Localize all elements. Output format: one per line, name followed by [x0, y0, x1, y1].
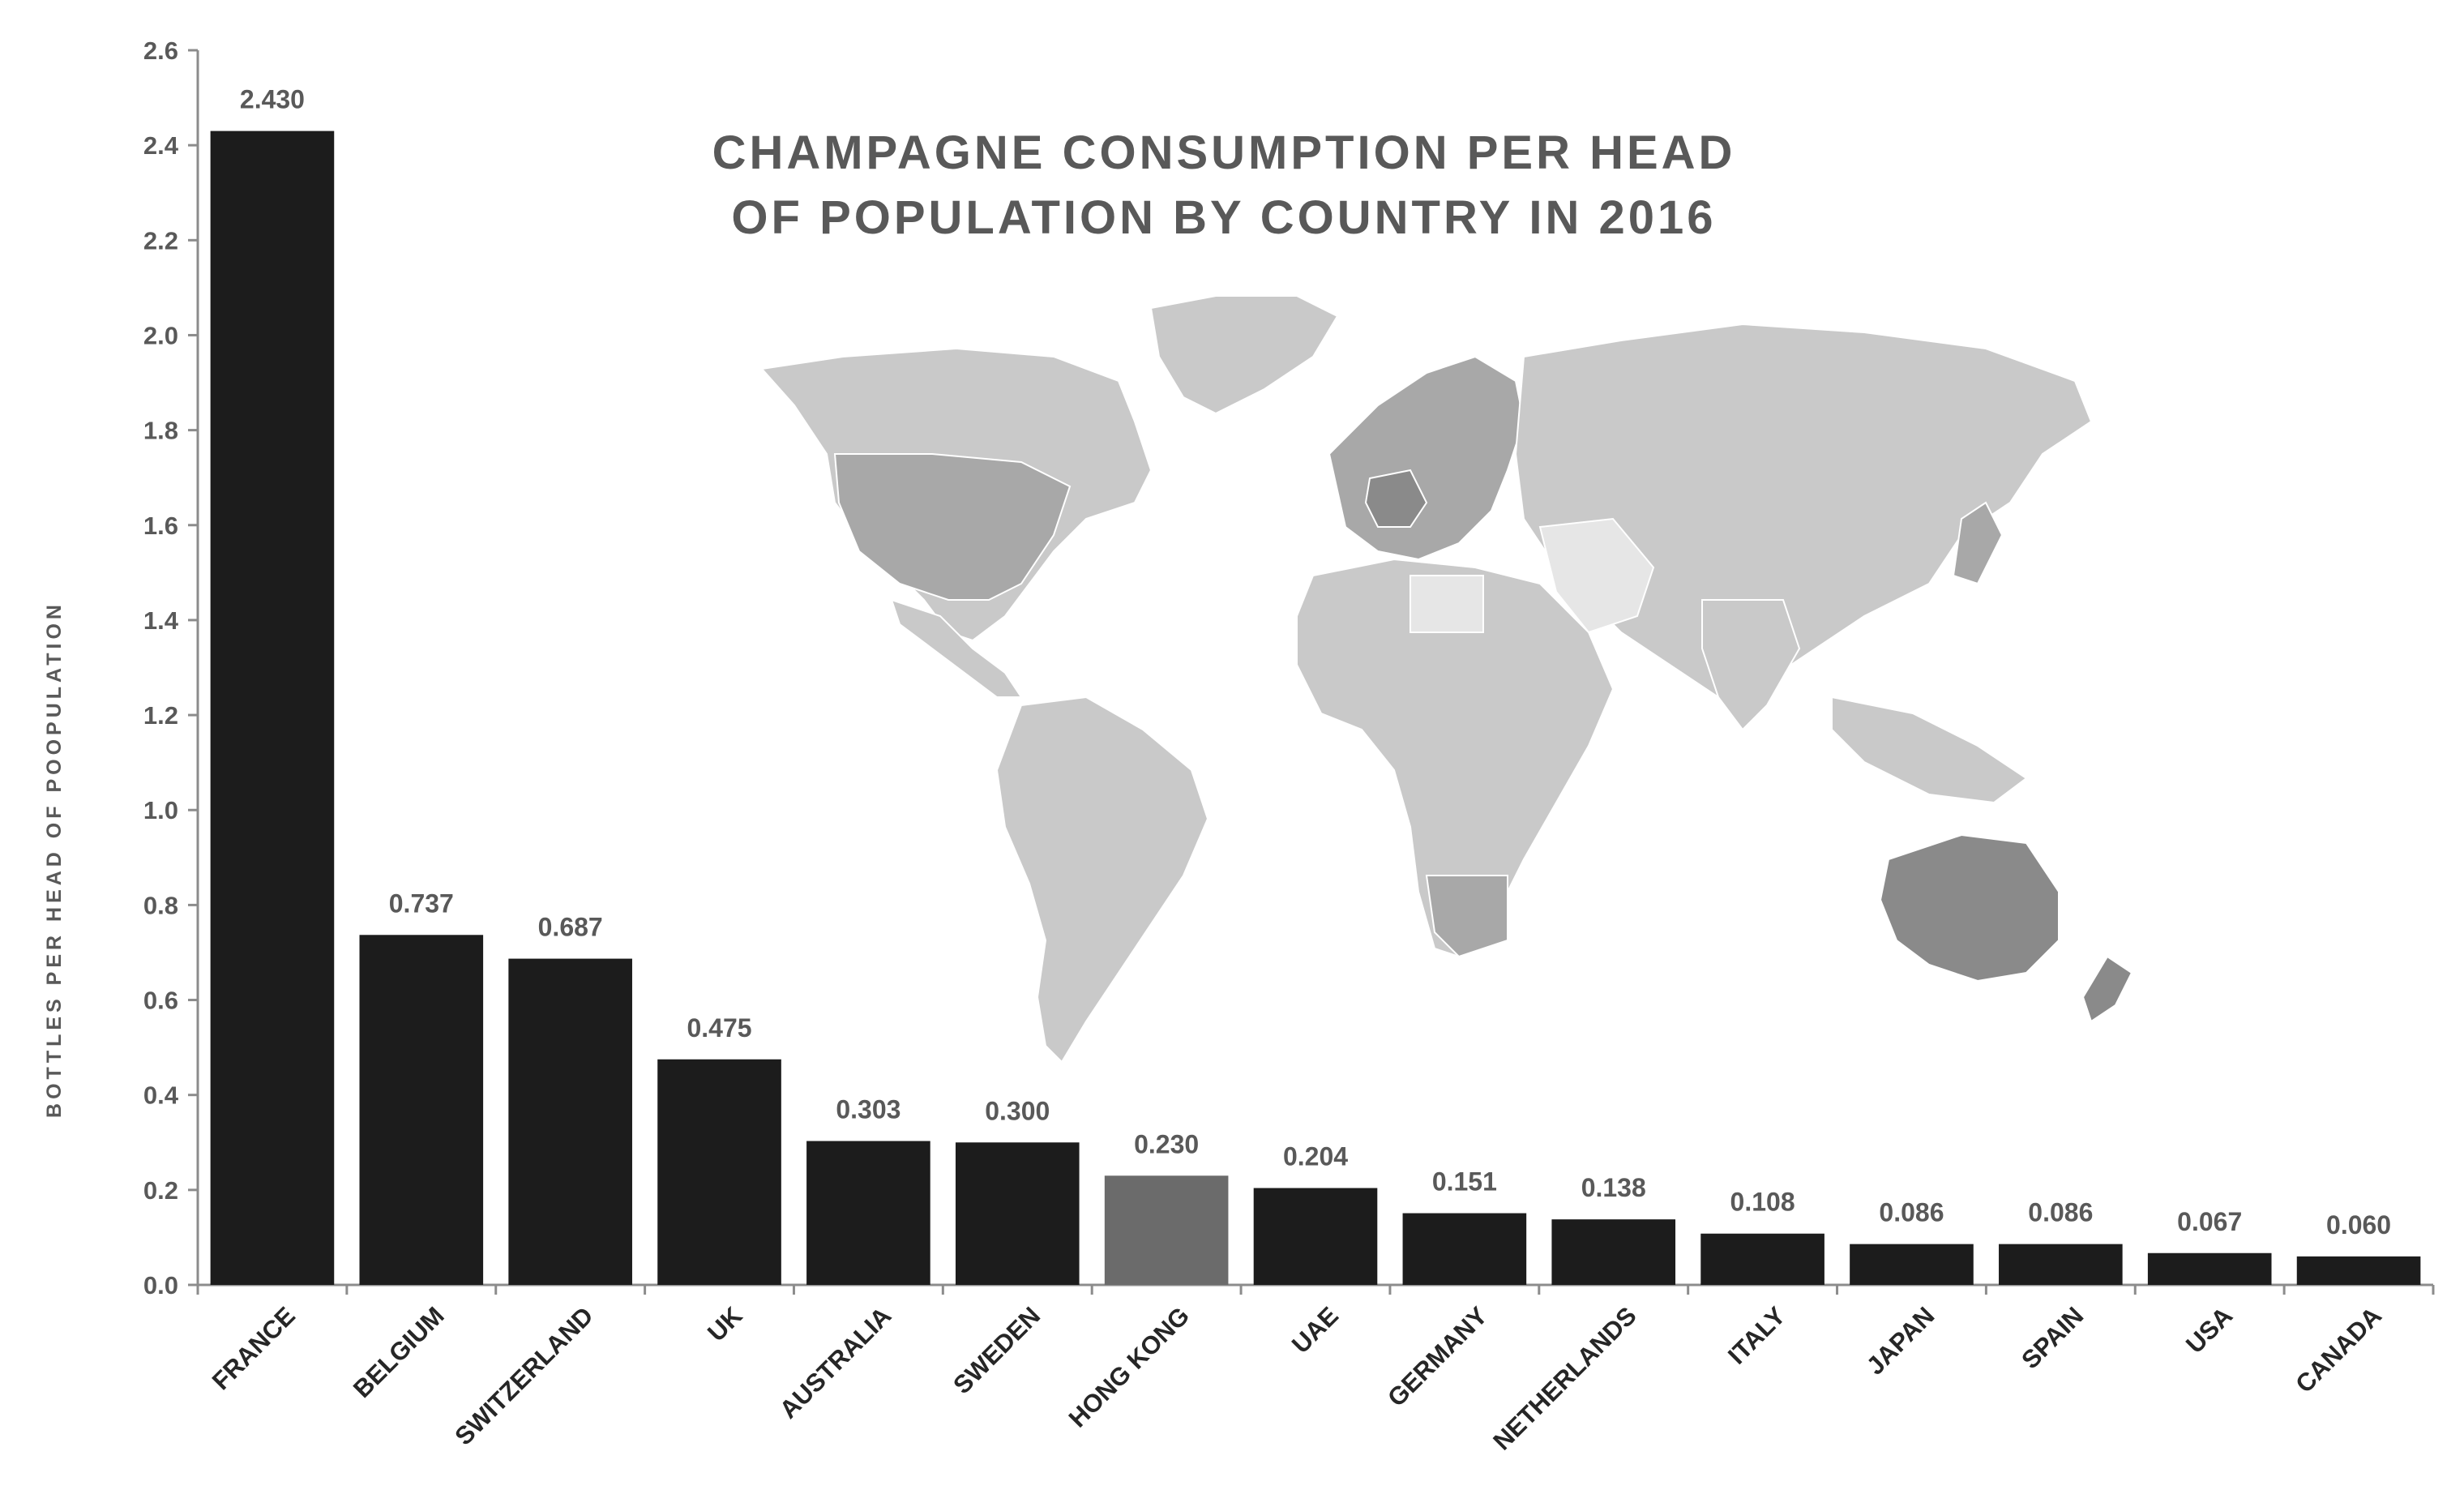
x-tick-label: HONG KONG [1063, 1301, 1195, 1432]
world-map-background [760, 295, 2133, 1064]
chart-title-line-2: OF POPULATION BY COUNTRY IN 2016 [731, 191, 1716, 244]
x-tick-label: SWITZERLAND [449, 1301, 598, 1450]
value-label: 0.300 [985, 1096, 1050, 1125]
y-tick-label: 2.0 [143, 321, 178, 349]
y-tick-label: 0.0 [143, 1271, 178, 1299]
bar-australia [806, 1141, 930, 1285]
bar-uk [657, 1059, 781, 1285]
x-tick-label: FRANCE [207, 1301, 301, 1395]
value-label: 0.060 [2326, 1210, 2391, 1240]
bar-spain [1999, 1244, 2123, 1285]
y-tick-label: 1.6 [143, 512, 178, 540]
bar-italy [1700, 1233, 1824, 1285]
bar-netherlands [1551, 1219, 1676, 1285]
value-label: 0.230 [1134, 1129, 1199, 1158]
chart-title: CHAMPAGNE CONSUMPTION PER HEAD OF POPULA… [712, 126, 1736, 244]
y-tick-label: 0.4 [143, 1081, 179, 1110]
x-axis-labels: FRANCE BELGIUM SWITZERLAND UK AUSTRALIA SWEDE… [207, 1301, 2387, 1456]
value-labels: 2.430 0.737 0.687 0.475 0.303 0.300 0.230 0.204… [240, 85, 2391, 1240]
y-tick-label: 1.8 [143, 417, 178, 445]
bar-belgium [359, 935, 484, 1285]
map-japan [1952, 501, 2004, 585]
y-tick-label: 0.8 [143, 891, 178, 919]
value-label: 0.086 [2028, 1198, 2093, 1227]
map-asia [1514, 323, 2093, 699]
y-tick-label: 1.0 [143, 796, 178, 824]
bar-hong-kong [1104, 1175, 1229, 1285]
y-axis-label: BOTTLES PER HEAD OF POOPULATION [43, 601, 66, 1118]
x-tick-label: UK [702, 1301, 748, 1347]
bar-switzerland [508, 958, 632, 1285]
map-south-america [995, 696, 1209, 1064]
map-new-zealand [2081, 955, 2133, 1023]
value-label: 0.151 [1432, 1167, 1497, 1197]
bar-uae [1253, 1188, 1378, 1285]
y-tick-label: 0.2 [143, 1176, 178, 1205]
bar-usa [2147, 1252, 2272, 1285]
value-label: 0.737 [389, 888, 454, 918]
x-tick-label: SPAIN [2016, 1301, 2089, 1374]
bar-canada [2296, 1256, 2421, 1285]
y-tick-label: 2.4 [143, 131, 179, 160]
value-label: 0.475 [687, 1013, 751, 1043]
x-tick-label: AUSTRALIA [774, 1301, 896, 1424]
bar-japan [1850, 1244, 1974, 1285]
x-tick-label: UAE [1286, 1301, 1344, 1359]
map-france [1364, 469, 1428, 528]
value-label: 0.086 [1879, 1198, 1944, 1227]
value-label: 0.204 [1283, 1142, 1348, 1171]
map-greenland [1149, 295, 1339, 415]
map-middle-east [1538, 517, 1655, 634]
value-label: 0.687 [538, 913, 603, 942]
bars [210, 131, 2421, 1285]
y-tick-label: 0.6 [143, 987, 178, 1015]
y-tick-label: 2.2 [143, 226, 178, 255]
y-tick-label: 1.4 [143, 606, 179, 635]
y-tick-label: 2.6 [143, 36, 178, 65]
x-tick-label: ITALY [1722, 1301, 1791, 1370]
map-libya [1410, 575, 1484, 633]
x-tick-label: JAPAN [1861, 1301, 1940, 1380]
bar-france [210, 131, 335, 1285]
map-south-africa [1425, 875, 1508, 958]
x-tick-label: USA [2180, 1301, 2238, 1359]
y-tick-label: 1.2 [143, 701, 178, 730]
value-label: 0.138 [1581, 1173, 1646, 1202]
map-central-america [890, 598, 1023, 698]
value-label: 0.303 [836, 1095, 900, 1124]
chart-title-line-1: CHAMPAGNE CONSUMPTION PER HEAD [712, 126, 1736, 179]
x-tick-label: SWEDEN [948, 1301, 1046, 1399]
x-tick-label: CANADA [2290, 1301, 2387, 1398]
bar-germany [1402, 1213, 1527, 1285]
x-tick-label: GERMANY [1382, 1301, 1493, 1412]
map-se-asia [1831, 696, 2028, 804]
value-label: 2.430 [240, 85, 305, 114]
map-india [1701, 599, 1801, 731]
y-axis-ticks: 0.0 0.2 0.4 0.6 0.8 1.0 1.2 1.4 1.6 1.8 2.0 2.2 2.4 2… [143, 36, 198, 1299]
bar-sweden [955, 1142, 1080, 1285]
x-tick-label: NETHERLANDS [1487, 1301, 1641, 1455]
value-label: 0.067 [2177, 1207, 2242, 1236]
map-north-america-usa [833, 453, 1072, 601]
value-label: 0.108 [1730, 1188, 1795, 1217]
map-australia [1879, 833, 2060, 983]
map-europe [1328, 355, 1525, 561]
x-tick-label: BELGIUM [348, 1301, 450, 1403]
